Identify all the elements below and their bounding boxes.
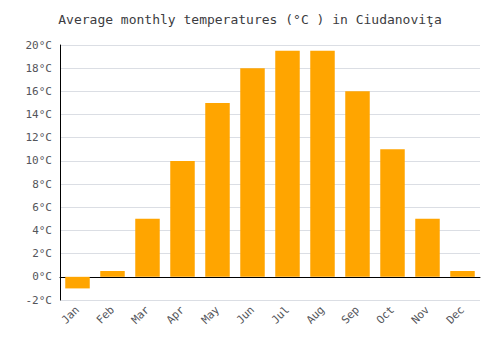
svg-text:18°C: 18°C [26,62,53,75]
svg-text:2°C: 2°C [32,247,52,260]
svg-text:8°C: 8°C [32,178,52,191]
svg-text:May: May [199,303,222,326]
svg-text:Mar: Mar [129,303,152,326]
svg-text:16°C: 16°C [26,85,53,98]
svg-text:4°C: 4°C [32,224,52,237]
svg-text:Apr: Apr [164,303,187,326]
svg-text:0°C: 0°C [32,270,52,283]
svg-text:Jun: Jun [234,303,257,326]
svg-text:Feb: Feb [94,303,117,326]
svg-text:Sep: Sep [339,303,362,326]
svg-text:Aug: Aug [304,303,327,326]
svg-text:Average monthly temperatures (: Average monthly temperatures (°C ) in Ci… [58,12,442,27]
svg-text:6°C: 6°C [32,201,52,214]
svg-text:14°C: 14°C [26,108,53,121]
svg-text:20°C: 20°C [26,39,53,52]
svg-text:12°C: 12°C [26,131,53,144]
svg-text:Nov: Nov [409,303,432,326]
svg-text:10°C: 10°C [26,154,53,167]
svg-text:Jul: Jul [269,303,292,326]
svg-text:Dec: Dec [444,303,467,326]
svg-text:Jan: Jan [59,303,82,326]
svg-text:Oct: Oct [374,303,397,326]
svg-text:-2°C: -2°C [26,294,53,307]
